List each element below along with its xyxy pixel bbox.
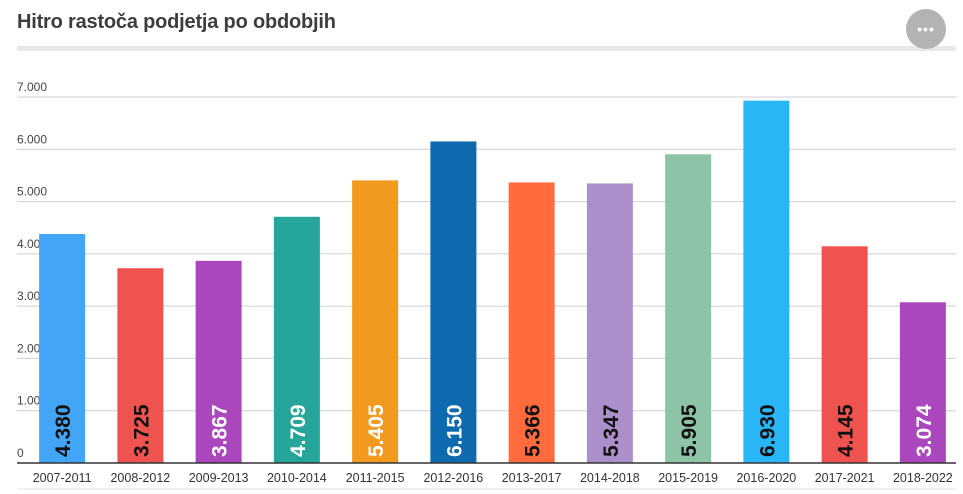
bar bbox=[821, 246, 868, 463]
bar bbox=[195, 260, 242, 463]
x-tick-label: 2012-2016 bbox=[423, 471, 483, 485]
x-tick-label: 2015-2019 bbox=[658, 471, 718, 485]
bar-value-label: 5.347 bbox=[600, 404, 623, 457]
bar bbox=[39, 233, 86, 463]
bar-value-label: 6.150 bbox=[443, 404, 466, 457]
more-options-button[interactable]: ••• bbox=[906, 9, 946, 49]
x-tick-label: 2008-2012 bbox=[110, 471, 170, 485]
bar-value-label: 5.405 bbox=[365, 404, 388, 457]
bar bbox=[665, 154, 712, 463]
bar bbox=[508, 182, 555, 463]
bar-value-label: 6.930 bbox=[756, 404, 779, 457]
bar bbox=[899, 302, 946, 463]
bar-value-label: 4.380 bbox=[52, 404, 75, 457]
title-divider bbox=[17, 46, 956, 51]
bar bbox=[743, 100, 790, 463]
x-tick-label: 2016-2020 bbox=[736, 471, 796, 485]
x-tick-label: 2017-2021 bbox=[815, 471, 875, 485]
bar-value-label: 5.366 bbox=[522, 404, 545, 457]
x-tick-label: 2010-2014 bbox=[267, 471, 327, 485]
x-tick-label: 2009-2013 bbox=[189, 471, 249, 485]
y-tick-label: 6.000 bbox=[17, 132, 47, 146]
y-tick-label: 0 bbox=[17, 446, 24, 460]
y-tick-label: 7.000 bbox=[17, 80, 47, 94]
chart-title: Hitro rastoča podjetja po obdobjih bbox=[17, 11, 336, 33]
x-tick-label: 2011-2015 bbox=[346, 471, 405, 485]
y-tick-label: 5.000 bbox=[17, 185, 47, 199]
x-tick-label: 2014-2018 bbox=[580, 471, 640, 485]
bar-value-label: 3.867 bbox=[209, 404, 232, 457]
bar-value-label: 3.725 bbox=[130, 404, 153, 457]
bar-value-label: 3.074 bbox=[913, 404, 936, 457]
bar bbox=[586, 183, 633, 463]
bar bbox=[430, 141, 477, 463]
more-options-icon: ••• bbox=[917, 21, 935, 37]
bar-value-label: 4.145 bbox=[835, 404, 858, 457]
x-tick-label: 2007-2011 bbox=[33, 471, 92, 485]
bar-value-label: 5.905 bbox=[678, 404, 701, 457]
bar bbox=[117, 268, 164, 463]
x-tick-label: 2018-2022 bbox=[893, 471, 953, 485]
x-tick-label: 2013-2017 bbox=[502, 471, 562, 485]
bar-value-label: 4.709 bbox=[287, 404, 310, 457]
bar bbox=[273, 216, 320, 463]
bar bbox=[352, 180, 399, 463]
